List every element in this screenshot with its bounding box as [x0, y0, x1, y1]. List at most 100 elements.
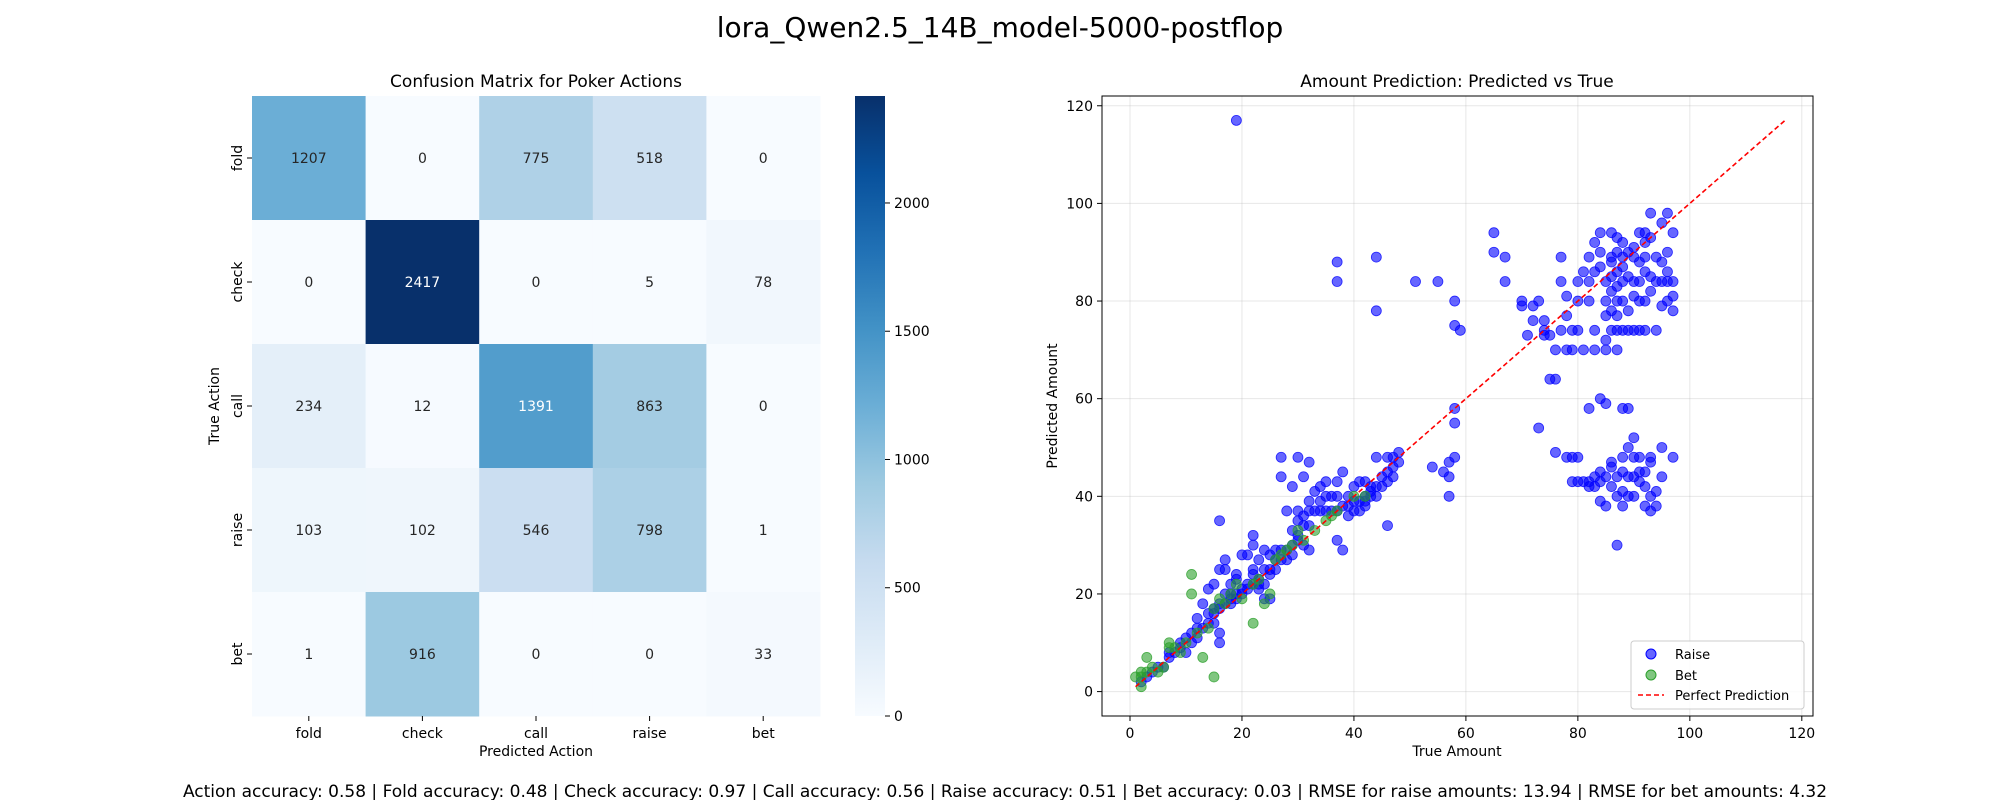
raise-point: [1589, 324, 1601, 336]
heatmap-cell-value: 1207: [291, 151, 327, 167]
legend-marker-bet: [1645, 669, 1657, 681]
raise-point: [1583, 251, 1595, 263]
bet-point: [1197, 652, 1209, 663]
raise-point: [1488, 227, 1500, 239]
scatter-x-tick-label: 60: [1457, 726, 1475, 742]
heatmap-cell: [592, 96, 707, 221]
raise-point: [1550, 344, 1561, 356]
heatmap-y-tick-label: fold: [230, 145, 246, 171]
raise-point: [1667, 305, 1679, 317]
raise-point: [1594, 227, 1606, 239]
legend-label-bet: Bet: [1675, 669, 1697, 684]
heatmap-cell: [365, 592, 480, 717]
raise-point: [1214, 627, 1225, 639]
raise-point: [1583, 295, 1595, 307]
raise-point: [1331, 256, 1343, 268]
raise-point: [1410, 276, 1421, 287]
raise-point: [1197, 598, 1209, 610]
heatmap-cell: [365, 96, 480, 221]
raise-point: [1639, 295, 1651, 307]
raise-point: [1499, 251, 1511, 263]
heatmap-cell-value: 0: [759, 151, 768, 167]
scatter-y-tick-label: 40: [1075, 489, 1093, 505]
raise-point: [1550, 446, 1561, 458]
raise-point: [1600, 344, 1612, 356]
legend-label-raise: Raise: [1675, 648, 1710, 663]
raise-point: [1191, 612, 1203, 624]
raise-point: [1253, 554, 1265, 566]
scatter-x-tick-label: 20: [1233, 726, 1251, 742]
scatter-y-tick-label: 100: [1066, 196, 1093, 212]
raise-point: [1639, 324, 1651, 336]
heatmap-cell-value: 0: [418, 151, 427, 167]
raise-point: [1628, 432, 1640, 444]
bet-point: [1219, 598, 1231, 610]
raise-point: [1443, 471, 1455, 483]
heatmap-cell: [706, 220, 821, 345]
bet-point: [1264, 588, 1276, 600]
colorbar-tick-label: 1000: [894, 452, 930, 468]
raise-point: [1645, 285, 1657, 297]
heatmap-x-tick-label: check: [402, 726, 444, 742]
raise-point: [1533, 295, 1545, 307]
heatmap-cell: [706, 344, 821, 469]
raise-point: [1639, 251, 1651, 263]
scatter-x-tick-label: 100: [1676, 726, 1703, 742]
scatter-y-tick-label: 80: [1075, 294, 1093, 310]
heatmap-cell: [479, 592, 594, 717]
raise-point: [1634, 476, 1645, 488]
raise-point: [1214, 564, 1225, 575]
raise-point: [1303, 456, 1315, 468]
raise-point: [1594, 246, 1606, 258]
raise-point: [1611, 344, 1623, 356]
bet-point: [1236, 593, 1248, 605]
raise-point: [1650, 324, 1662, 336]
raise-point: [1236, 549, 1248, 561]
heatmap-cell: [592, 592, 707, 717]
raise-point: [1606, 481, 1617, 492]
heatmap-cell: [252, 592, 367, 717]
raise-point: [1656, 442, 1668, 453]
heatmap-cell: [252, 344, 367, 469]
scatter-ticks: 0 20 40 60 80 100 120 0 20 40 60 80 100 120: [1066, 99, 1815, 742]
heatmap-cell-value: 518: [636, 151, 663, 167]
heatmap-cell: [592, 468, 707, 593]
bet-point: [1208, 603, 1220, 614]
legend-box: [1630, 640, 1805, 710]
raise-point: [1662, 266, 1673, 278]
raise-point: [1516, 300, 1528, 312]
raise-point: [1645, 207, 1657, 219]
raise-point: [1622, 442, 1634, 453]
raise-point: [1337, 466, 1349, 478]
raise-point: [1572, 324, 1584, 336]
raise-point: [1622, 403, 1634, 414]
heatmap-cell: [252, 468, 367, 593]
raise-point: [1538, 315, 1550, 326]
raise-point: [1594, 466, 1606, 478]
heatmap-cell-value: 0: [645, 647, 654, 663]
heatmap-x-axis-label: Predicted Action: [479, 744, 593, 760]
raise-point: [1600, 398, 1612, 409]
heatmap-cell-value: 103: [295, 523, 322, 539]
raise-point: [1650, 486, 1662, 497]
heatmap-x-tick-label: bet: [752, 726, 776, 742]
raise-point: [1432, 276, 1444, 287]
raise-point: [1550, 373, 1561, 385]
raise-point: [1303, 544, 1315, 556]
heatmap-cell-value: 33: [754, 647, 772, 663]
heatmap-cell-value: 0: [532, 647, 541, 663]
raise-point: [1611, 539, 1623, 551]
raise-point: [1331, 476, 1343, 488]
raise-point: [1639, 466, 1651, 478]
heatmap-cell-value: 0: [532, 275, 541, 291]
raise-point: [1247, 539, 1259, 551]
raise-point: [1617, 251, 1629, 263]
metrics-footer: Action accuracy: 0.58 | Fold accuracy: 0…: [183, 782, 1827, 800]
legend-label-perfect: Perfect Prediction: [1675, 689, 1789, 704]
raise-point: [1606, 456, 1617, 468]
bet-point: [1186, 588, 1197, 600]
raise-point: [1617, 237, 1629, 248]
raise-point: [1214, 515, 1225, 527]
heatmap-y-tick-label: bet: [230, 642, 246, 666]
heatmap-cell: [479, 220, 594, 345]
